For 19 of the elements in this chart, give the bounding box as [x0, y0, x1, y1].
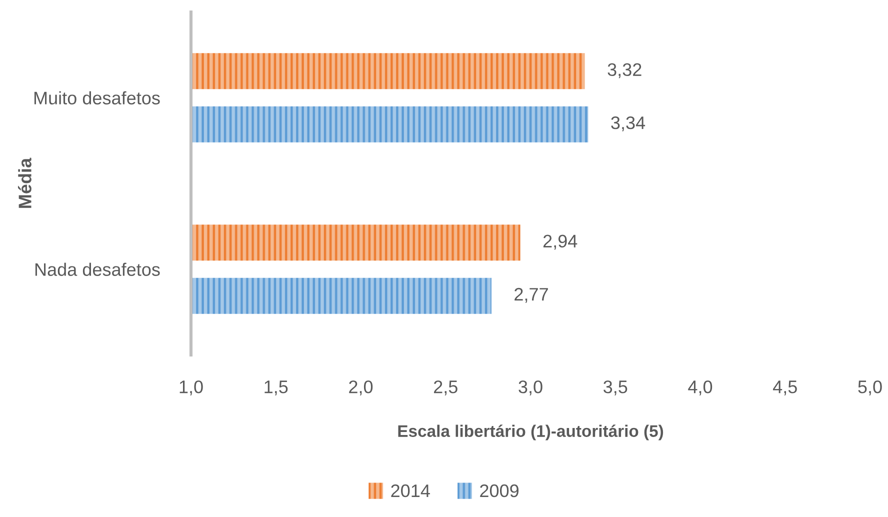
x-tick-label: 4,0	[688, 380, 712, 396]
y-axis-title: Média	[18, 158, 32, 208]
x-tick-label: 1,0	[180, 380, 203, 396]
legend-label: 2009	[480, 484, 519, 498]
x-tick-label: 2,0	[349, 380, 373, 396]
x-tick-label: 2,5	[434, 380, 458, 396]
x-tick-label: 3,0	[518, 380, 542, 396]
data-label: 2,77	[514, 288, 548, 303]
data-label: 3,34	[611, 116, 646, 132]
legend-label: 2014	[391, 484, 430, 498]
x-axis-title: Escala libertário (1)-autoritário (5)	[398, 424, 664, 440]
data-label: 3,32	[608, 63, 642, 78]
y-tick-label: Nada desafetos	[35, 262, 160, 276]
y-tick-label: Muito desafetos	[34, 91, 160, 104]
x-tick-label: 4,5	[772, 380, 797, 396]
x-tick-label: 5,0	[858, 380, 882, 396]
x-tick-label: 1,5	[264, 380, 288, 396]
data-label: 2,94	[543, 234, 578, 250]
x-tick-label: 3,5	[604, 380, 628, 396]
